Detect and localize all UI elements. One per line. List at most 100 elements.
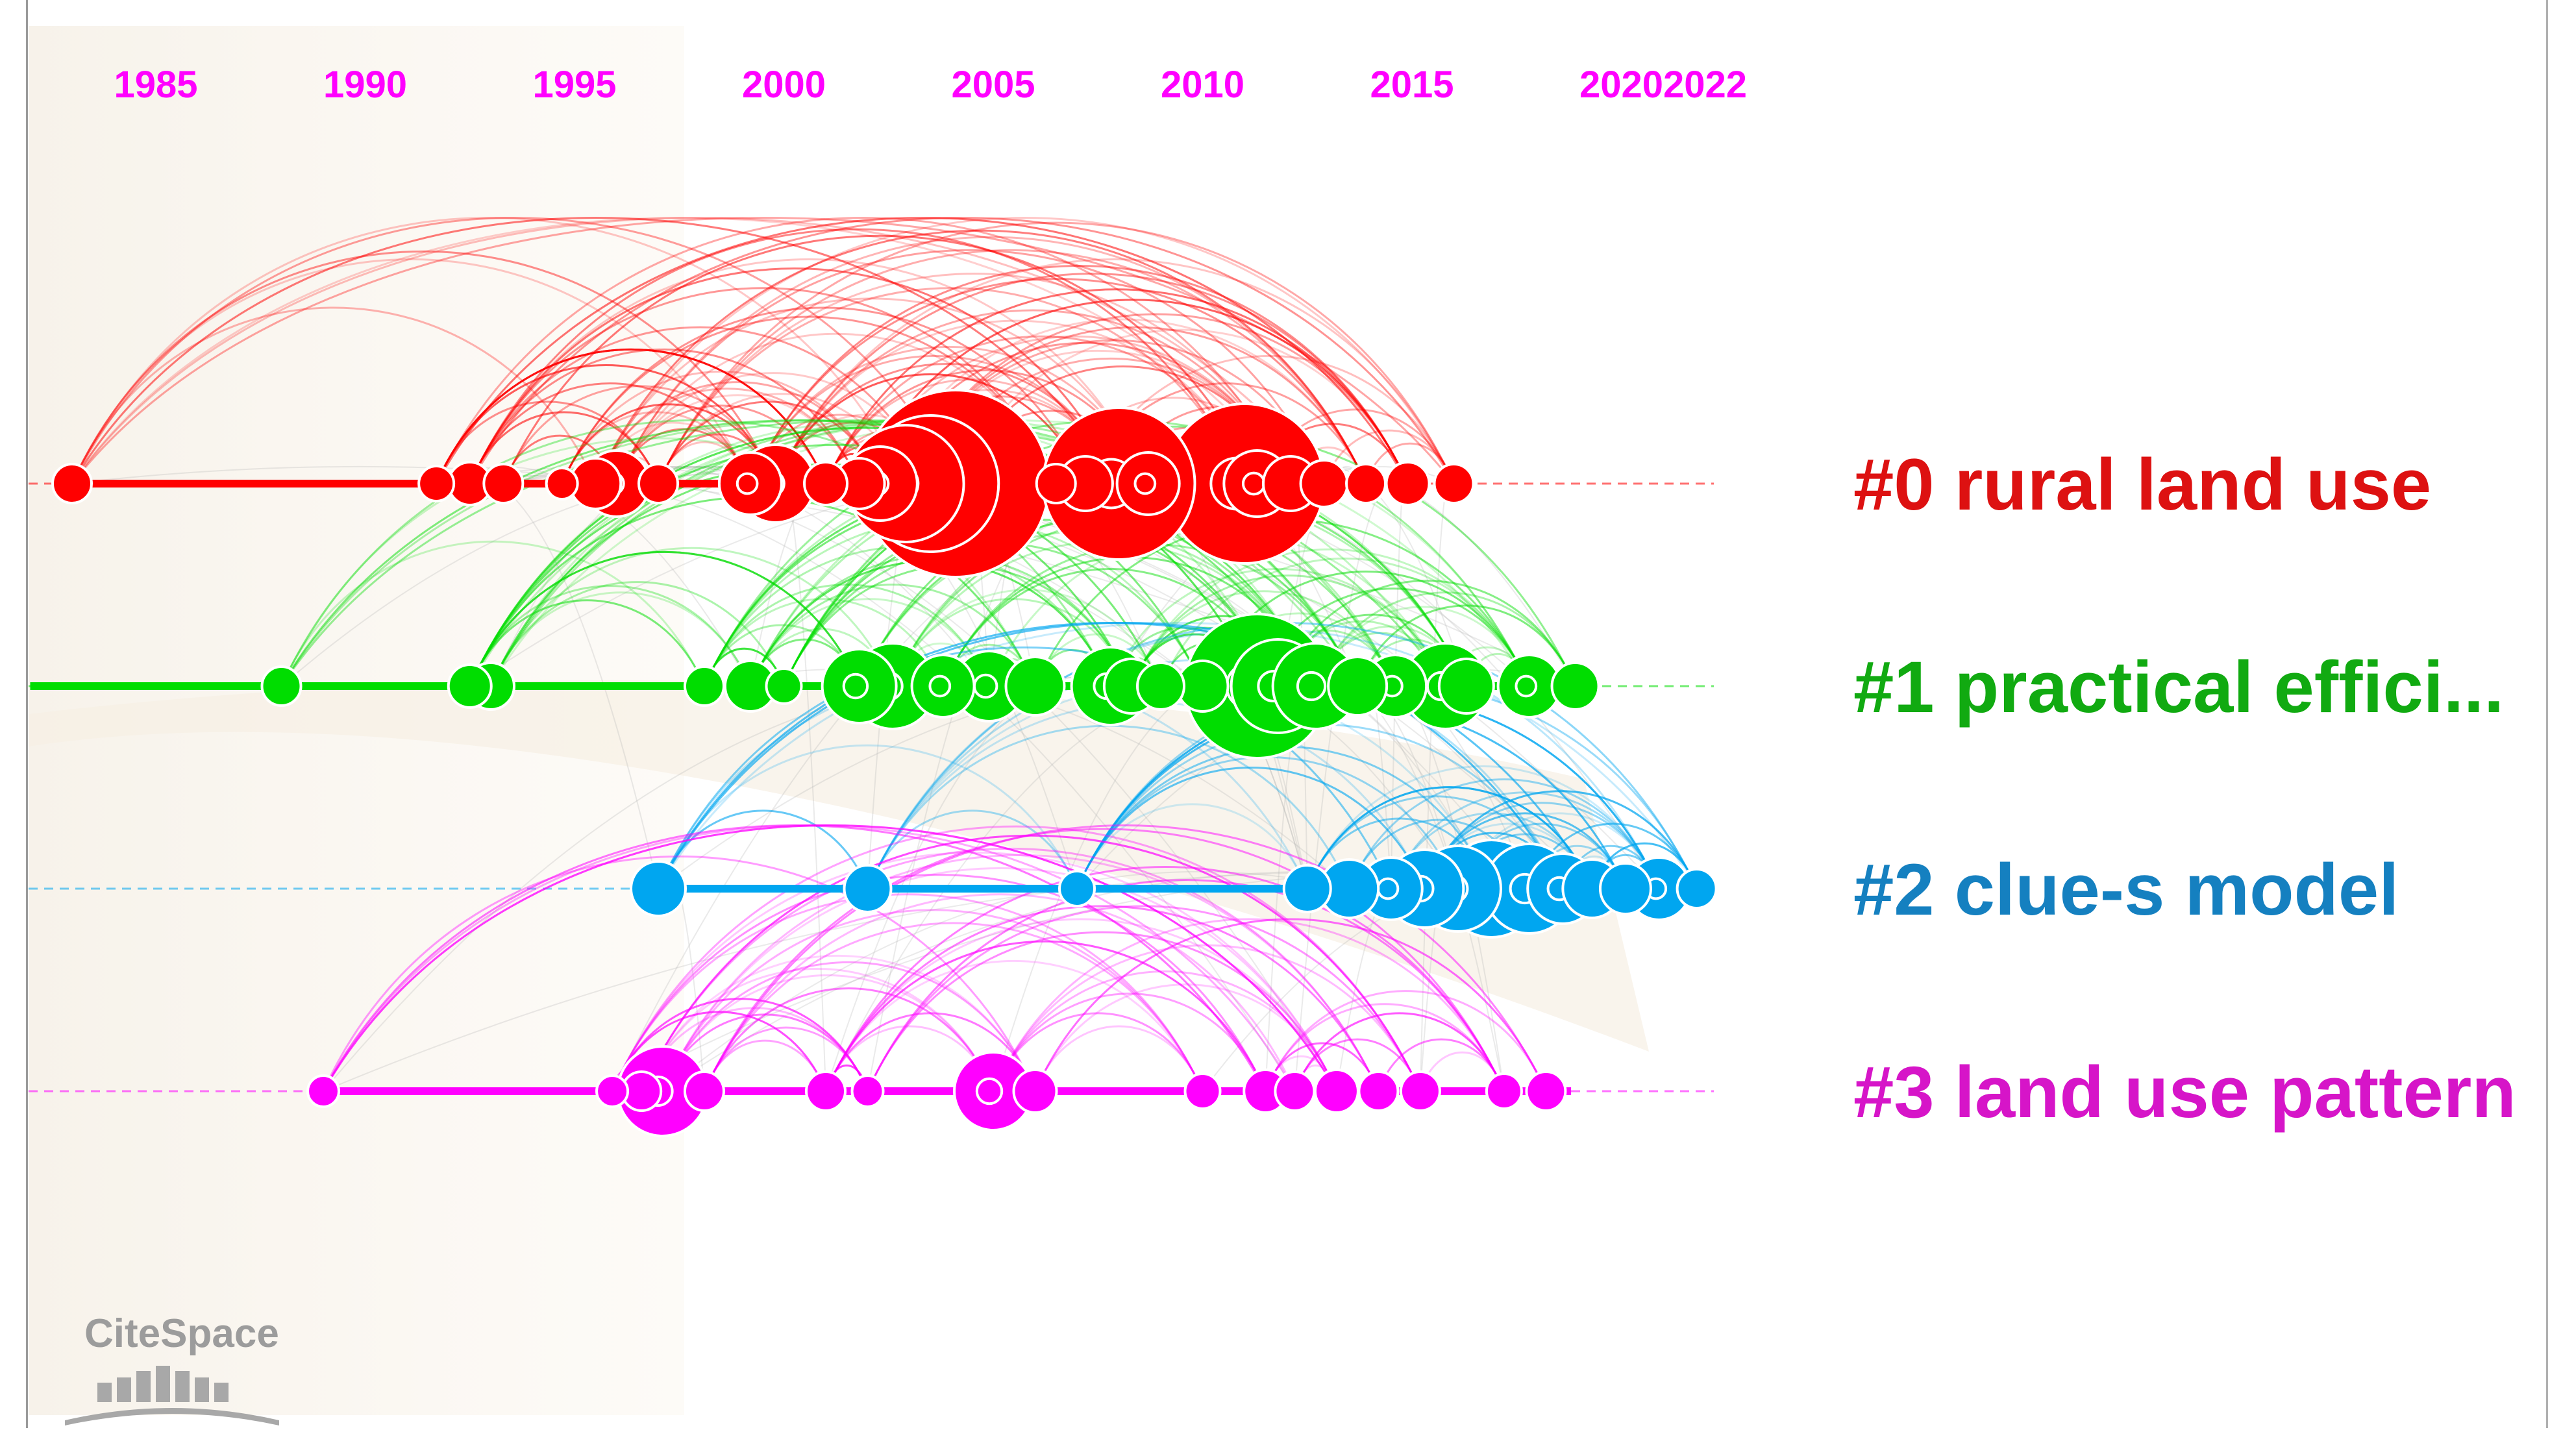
citation-arc	[469, 411, 660, 484]
citation-arc	[502, 234, 1258, 484]
citation-arc	[611, 851, 1338, 1092]
citation-arc	[469, 599, 706, 687]
cluster-node[interactable]	[630, 860, 687, 917]
citation-arc	[435, 349, 827, 484]
citation-arc	[469, 551, 860, 687]
cluster-node[interactable]	[1313, 1068, 1359, 1114]
cluster-node[interactable]	[803, 461, 848, 506]
cluster-node[interactable]	[765, 667, 803, 705]
node-ring	[1296, 671, 1327, 702]
cluster-label: #2 clue-s model	[1853, 849, 2399, 930]
right-scroll-edge[interactable]	[2546, 0, 2548, 1428]
citation-arc	[824, 288, 1409, 484]
cluster-node[interactable]	[417, 465, 456, 502]
node-disc	[1115, 451, 1181, 516]
cluster-node[interactable]	[1274, 1070, 1316, 1112]
citation-arc	[71, 250, 776, 484]
cluster-node[interactable]	[683, 665, 725, 707]
citation-arc	[561, 315, 1058, 484]
node-ring	[842, 672, 869, 700]
citation-arc	[774, 319, 1258, 484]
cluster-node[interactable]	[1299, 459, 1349, 508]
cluster-node[interactable]	[637, 463, 679, 504]
cluster-node[interactable]	[805, 1070, 847, 1112]
cluster-node[interactable]	[717, 451, 783, 516]
citation-arc	[1034, 1025, 1204, 1092]
cluster-node[interactable]	[1058, 870, 1096, 907]
citation-arc	[280, 419, 1317, 687]
cluster-node[interactable]	[1035, 463, 1077, 504]
citation-arc	[749, 584, 1036, 687]
cluster-node[interactable]	[1399, 1070, 1441, 1112]
left-border-line	[26, 0, 28, 1428]
citation-arc	[71, 217, 1292, 484]
node-disc	[683, 665, 725, 707]
citation-arc	[992, 993, 1267, 1092]
cluster-node[interactable]	[1437, 658, 1495, 715]
cluster-node[interactable]	[1676, 868, 1718, 909]
cluster-node[interactable]	[1550, 661, 1600, 711]
cluster-node[interactable]	[1282, 864, 1332, 913]
citation-arc	[657, 744, 1078, 889]
citation-arc	[469, 551, 860, 687]
citation-arc	[469, 551, 860, 687]
citation-arc	[824, 960, 1204, 1092]
citation-arc	[1109, 568, 1446, 687]
citation-arc	[657, 273, 1292, 484]
citation-arc	[561, 403, 776, 484]
cluster-label: #3 land use pattern	[1853, 1052, 2516, 1133]
node-ring	[1133, 472, 1157, 495]
citation-arc	[71, 217, 1120, 484]
citation-arc	[703, 828, 1505, 1092]
cluster-node[interactable]	[843, 864, 893, 913]
citation-arc	[469, 228, 1246, 484]
citation-arc	[594, 229, 1367, 484]
citation-arc	[469, 382, 752, 484]
node-disc	[805, 1070, 847, 1112]
citation-arc	[992, 970, 1338, 1092]
cluster-node[interactable]	[482, 463, 525, 504]
node-disc	[1485, 1072, 1523, 1110]
node-disc	[1183, 1072, 1222, 1110]
node-ring	[736, 472, 759, 495]
cluster-node[interactable]	[1136, 661, 1185, 711]
cluster-node[interactable]	[821, 648, 898, 724]
cluster-node[interactable]	[1327, 656, 1389, 717]
cluster-node[interactable]	[910, 654, 976, 719]
cluster-node[interactable]	[1525, 1070, 1567, 1112]
citation-arc	[657, 809, 869, 889]
citation-arc	[611, 874, 1267, 1092]
cluster-node[interactable]	[447, 663, 493, 709]
node-disc	[821, 648, 898, 724]
citation-arc	[992, 918, 1505, 1092]
node-disc	[1136, 661, 1185, 711]
cluster-node[interactable]	[1345, 463, 1387, 504]
citation-arc	[1293, 1038, 1422, 1092]
citation-arc	[867, 879, 1505, 1092]
cluster-node[interactable]	[51, 463, 93, 504]
cluster-node[interactable]	[260, 665, 303, 707]
year-tick-label: 2022	[1663, 64, 1747, 106]
citation-arc	[71, 217, 1325, 484]
cluster-node[interactable]	[1115, 451, 1181, 516]
citation-arc	[662, 974, 995, 1092]
cluster-node[interactable]	[1012, 1068, 1058, 1114]
cluster-node[interactable]	[1183, 1072, 1222, 1110]
cluster-node[interactable]	[595, 1074, 630, 1108]
cluster-node[interactable]	[683, 1070, 725, 1112]
cluster-node[interactable]	[306, 1074, 340, 1108]
citation-arc	[662, 854, 1380, 1092]
node-disc	[1299, 459, 1349, 508]
node-disc	[1598, 862, 1652, 915]
cluster-node[interactable]	[850, 1074, 885, 1108]
cluster-node[interactable]	[1433, 463, 1475, 504]
cluster-node[interactable]	[1358, 856, 1424, 921]
cluster-node[interactable]	[1357, 1070, 1400, 1112]
cluster-node[interactable]	[1004, 656, 1066, 717]
cluster-node[interactable]	[1485, 1072, 1523, 1110]
cluster-node[interactable]	[1598, 862, 1652, 915]
cluster-node[interactable]	[545, 467, 579, 500]
citation-arc	[469, 349, 860, 484]
citation-arc	[1130, 548, 1530, 687]
cluster-node[interactable]	[1385, 461, 1431, 506]
